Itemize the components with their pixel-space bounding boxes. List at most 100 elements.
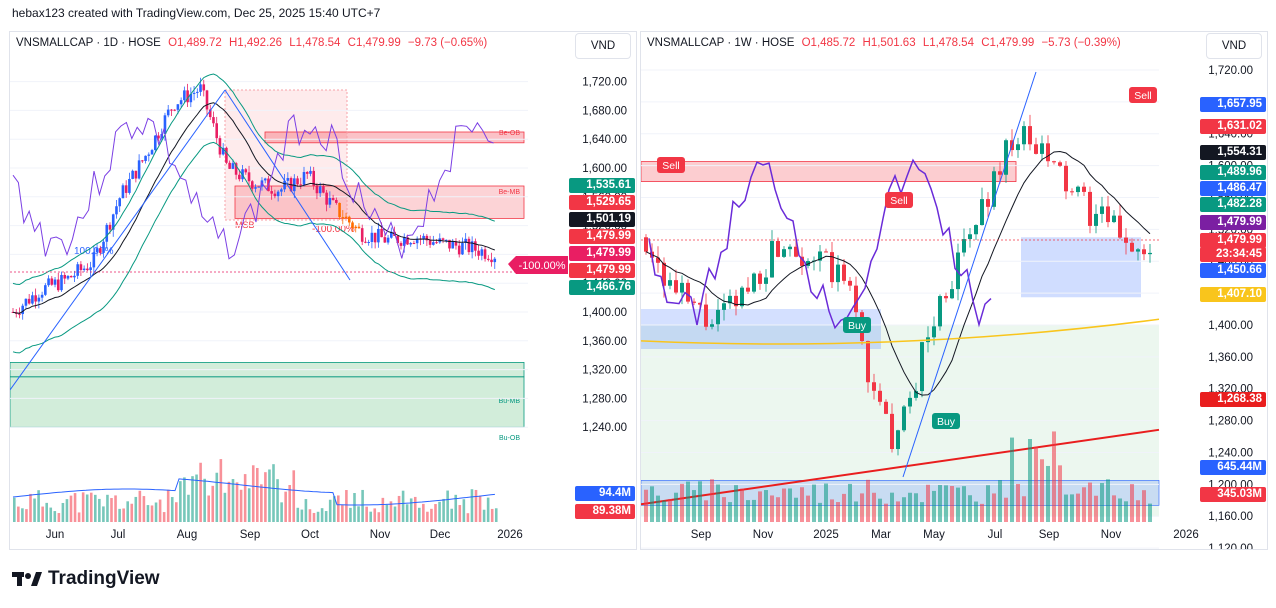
volume-bar [482, 509, 486, 522]
volume-bar [207, 495, 210, 522]
candle-body [205, 90, 209, 110]
sell1-signal-badge [657, 157, 685, 173]
candle-body [415, 238, 419, 244]
candle-body [386, 237, 390, 243]
candle-body [283, 180, 286, 190]
candle-body [309, 170, 312, 174]
weekly-chart-panel[interactable]: 1,720.001,680.001,640.001,600.001,560.00… [640, 31, 1268, 550]
volume-bar [818, 502, 822, 522]
candle-body [254, 187, 257, 189]
candle-body [34, 295, 37, 302]
volume-bar [272, 464, 275, 522]
volume-bar [656, 495, 660, 522]
daily-low: L1,478.54 [289, 37, 341, 49]
y-tick-label: 1,240.00 [582, 422, 627, 434]
candle-body [196, 91, 199, 93]
daily-volume-price-tag: 89.38M [575, 504, 635, 519]
candle-body [998, 171, 1002, 175]
candle-body [818, 251, 822, 261]
daily-chart-canvas[interactable]: Be-OBBe-MBBu-MBBu-OBMSB100.00%-100.00%1,… [10, 32, 636, 549]
candle-body [305, 172, 309, 174]
x-tick-label: Jun [46, 529, 65, 541]
oscillator-line [648, 158, 992, 330]
volume-bar [13, 497, 16, 522]
volume-bar [1136, 500, 1140, 522]
volume-bar [938, 485, 942, 522]
candle-body [286, 178, 290, 181]
candle-body [1088, 191, 1092, 226]
volume-bar [268, 469, 271, 522]
sell3-signal-badge [1129, 87, 1157, 103]
volume-bar [788, 488, 792, 522]
volume-bar [470, 489, 474, 522]
volume-bar [158, 499, 162, 522]
candle-body [208, 109, 212, 118]
weekly-chart-canvas[interactable]: 1,720.001,680.001,640.001,600.001,560.00… [641, 32, 1267, 549]
candle-body [710, 324, 714, 327]
volume-bar [49, 507, 53, 522]
candle-body [108, 224, 112, 230]
volume-bar [251, 465, 255, 522]
volume-bar [430, 508, 433, 522]
daily-currency-button[interactable]: VND [575, 33, 631, 59]
candle-body [31, 295, 34, 304]
weekly-price-tag: 1,554.31 [1200, 145, 1266, 160]
volume-bar [288, 485, 291, 522]
x-tick-label: Nov [753, 529, 774, 541]
volume-bar [800, 487, 804, 522]
volume-bar [722, 497, 726, 522]
volume-bar [385, 504, 389, 522]
candle-body [980, 199, 984, 226]
candle-body [124, 185, 128, 193]
weekly-currency-button[interactable]: VND [1206, 33, 1262, 59]
volume-bar [393, 506, 397, 522]
volume-bar [223, 492, 227, 522]
x-tick-label: Mar [871, 529, 891, 541]
volume-bar [458, 505, 462, 522]
candle-body [367, 241, 370, 243]
candle-body [464, 238, 467, 243]
daily-chart-panel[interactable]: Be-OB Be-MB Bu-MB Bu-OB MSB 100.00% -100.00% 1,… [9, 31, 637, 550]
lower-band-line [12, 141, 495, 354]
candle-body [21, 305, 24, 315]
y-tick-label: 1,720.00 [1208, 65, 1253, 77]
candle-body [1070, 191, 1074, 193]
volume-bar [438, 501, 441, 522]
volume-bar [860, 493, 864, 522]
volume-bar [191, 476, 194, 522]
volume-bar [247, 488, 251, 522]
candle-body [884, 401, 888, 414]
volume-bar [33, 498, 36, 522]
volume-bar [332, 496, 336, 522]
candle-body [37, 297, 41, 302]
volume-bar [770, 495, 774, 522]
volume-bar [752, 499, 756, 522]
candle-body [842, 264, 846, 281]
volume-bar [102, 506, 105, 522]
volume-bar [650, 486, 654, 522]
volume-bar [422, 503, 425, 522]
volume-bar [187, 494, 190, 522]
candle-body [692, 301, 696, 303]
volume-bar [680, 483, 684, 522]
be-mb-label: Be-MB [499, 189, 521, 196]
candle-body [280, 189, 283, 192]
y-tick-label: 1,640.00 [582, 134, 627, 146]
tradingview-logo[interactable]: TradingView [12, 568, 160, 590]
x-tick-label: Aug [177, 529, 197, 541]
y-tick-label: 1,400.00 [582, 307, 627, 319]
candle-body [82, 268, 86, 271]
candle-body [111, 214, 115, 230]
daily-price-tag: 1,479.99 [569, 263, 635, 278]
candle-body [315, 185, 319, 194]
y-tick-label: 1,240.00 [1208, 447, 1253, 459]
candle-body [399, 243, 403, 246]
volume-bar [878, 498, 882, 522]
candle-body [1112, 215, 1116, 223]
sell2-signal-text: Sell [890, 195, 908, 207]
volume-bar [320, 508, 324, 522]
candle-body [487, 258, 490, 260]
candle-body [1130, 242, 1134, 252]
candle-body [644, 237, 648, 252]
volume-bar [296, 507, 300, 522]
